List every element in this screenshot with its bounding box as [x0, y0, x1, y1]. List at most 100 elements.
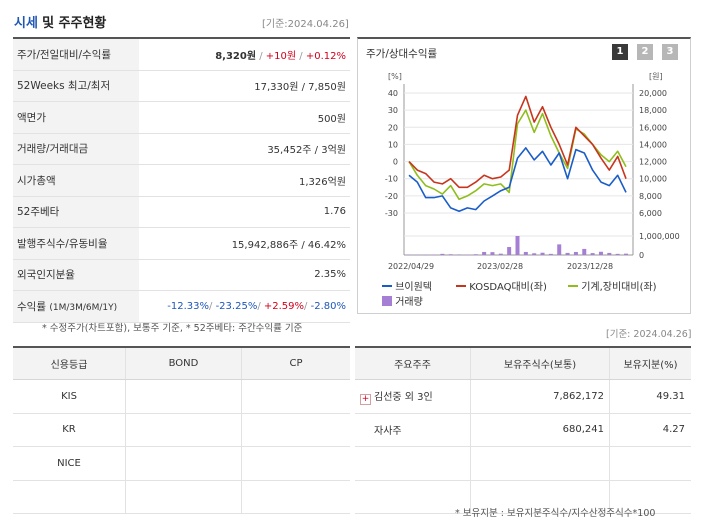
table-row: 액면가 500원	[13, 101, 350, 134]
volume-bar	[515, 236, 520, 255]
holder-name[interactable]: 김선중 외 3인	[374, 391, 433, 403]
volume-bar	[565, 252, 570, 255]
table-row	[13, 480, 350, 514]
bond-rating	[125, 480, 242, 514]
legend-item-machine: 기계,장비대비(좌)	[568, 278, 657, 293]
volume-bar	[490, 252, 495, 255]
row-value: 15,942,886주 / 46.42%	[139, 227, 350, 260]
table-row: KR	[13, 413, 350, 447]
holder-percent: 49.31	[609, 379, 691, 414]
column-header: 보유지분(%)	[609, 346, 691, 380]
holder-name: 자사주	[355, 413, 471, 447]
machine-relative-line	[408, 109, 627, 201]
row-label: 거래량/거래대금	[13, 133, 139, 165]
bond-rating	[125, 379, 242, 414]
y-right-tick-label: 16,000	[639, 123, 667, 132]
table-row: 시가총액 1,326억원	[13, 164, 350, 197]
return-3m: -23.25%	[215, 300, 258, 312]
volume-bar	[457, 254, 462, 255]
table-row: KIS	[13, 379, 350, 414]
holder-shares: 7,862,172	[470, 379, 610, 414]
table-row: 외국인지분율 2.35%	[13, 259, 350, 291]
holders-note: * 보유지분 : 보유지분주식수/지수산정주식수*100	[455, 508, 656, 519]
y-left-tick-label: -10	[385, 175, 398, 184]
y-left-tick-label: 10	[388, 140, 398, 149]
x-tick-label: 2023/02/28	[477, 262, 523, 271]
y-right-tick-label: 10,000	[639, 175, 667, 184]
table-row	[355, 446, 691, 481]
row-label: 52Weeks 최고/최저	[13, 70, 139, 102]
y-right-tick-label: 8,000	[639, 192, 662, 201]
returns-value: -12.33%/ -23.25%/ +2.59%/ -2.80%	[139, 290, 350, 323]
volume-bar	[540, 252, 545, 255]
table-row: 자사주 680,241 4.27	[355, 413, 691, 447]
row-value: 2.35%	[139, 259, 350, 291]
bond-rating	[125, 413, 242, 447]
holder-shares	[470, 446, 610, 481]
volume-bar	[407, 254, 411, 256]
table-row: 52Weeks 최고/최저 17,330원 / 7,850원	[13, 70, 350, 102]
column-header: BOND	[125, 346, 242, 380]
volume-bar	[448, 254, 453, 255]
column-header: CP	[241, 346, 350, 380]
holder-name	[355, 480, 471, 514]
x-tick-label: 2023/12/28	[567, 262, 613, 271]
credit-rating-table: 신용등급 BOND CP KIS KR NICE	[13, 346, 350, 514]
table-row: 52주베타 1.76	[13, 196, 350, 228]
table-row: 주가/전일대비/수익률 8,320원 / +10원 / +0.12%	[13, 37, 350, 71]
volume-bar	[432, 254, 437, 256]
holder-percent	[609, 480, 691, 514]
right-axis-unit: [원]	[649, 72, 663, 81]
kosdaq-relative-line	[408, 95, 627, 189]
holder-name-cell: + 김선중 외 3인	[355, 379, 471, 414]
volume-bar	[423, 254, 428, 256]
cp-rating	[241, 413, 350, 447]
y-right-tick-label: 6,000	[639, 209, 662, 218]
chart-page-1-button[interactable]: 1	[612, 44, 628, 60]
y-left-tick-label: -30	[385, 209, 398, 218]
volume-bar	[465, 254, 470, 256]
price-change: +10원	[265, 50, 297, 62]
y-left-tick-label: -20	[385, 192, 398, 201]
row-label: 발행주식수/유동비율	[13, 227, 139, 260]
row-label: 52주베타	[13, 196, 139, 228]
table-row	[355, 480, 691, 514]
volume-bar	[440, 253, 445, 255]
cp-rating	[241, 379, 350, 414]
volume-bar	[582, 248, 587, 255]
chart-page-2-button[interactable]: 2	[637, 44, 653, 60]
title-rest: 및 주주현황	[42, 16, 107, 31]
volume-bar	[607, 252, 612, 255]
section-title: 시세 및 주주현황	[14, 12, 106, 31]
quote-table: 주가/전일대비/수익률 8,320원 / +10원 / +0.12% 52Wee…	[13, 37, 350, 323]
table-row: 발행주식수/유동비율 15,942,886주 / 46.42%	[13, 227, 350, 260]
volume-bar	[624, 253, 628, 255]
shareholders-table: 주요주주 보유주식수(보통) 보유지분(%) + 김선중 외 3인 7,862,1…	[355, 346, 691, 514]
volume-bar	[523, 251, 528, 255]
change-rate: +0.12%	[305, 50, 346, 62]
x-tick-label: 2022/04/29	[388, 262, 434, 271]
volume-tick-label: 0	[639, 251, 644, 260]
row-value: 17,330원 / 7,850원	[139, 70, 350, 102]
column-header: 주요주주	[355, 346, 471, 380]
row-value: 1.76	[139, 196, 350, 228]
reference-date: [기준:2024.04.26]	[262, 19, 349, 30]
volume-bar	[507, 247, 512, 255]
expand-icon[interactable]: +	[360, 393, 371, 405]
volume-bar	[473, 254, 478, 255]
holder-name	[355, 446, 471, 481]
table-row: NICE	[13, 446, 350, 481]
return-6m: +2.59%	[263, 300, 305, 312]
table-header-row: 주요주주 보유주식수(보통) 보유지분(%)	[355, 346, 691, 380]
agency-name: KR	[13, 413, 126, 447]
y-right-tick-label: 12,000	[639, 158, 667, 167]
holder-shares: 680,241	[470, 413, 610, 447]
current-price: 8,320원	[215, 50, 257, 62]
legend-swatch-icon	[568, 285, 578, 287]
column-header: 신용등급	[13, 346, 126, 380]
table-row: 거래량/거래대금 35,452주 / 3억원	[13, 133, 350, 165]
cp-rating	[241, 446, 350, 481]
y-left-tick-label: 0	[393, 158, 398, 167]
volume-bar	[532, 253, 537, 255]
chart-page-3-button[interactable]: 3	[662, 44, 678, 60]
